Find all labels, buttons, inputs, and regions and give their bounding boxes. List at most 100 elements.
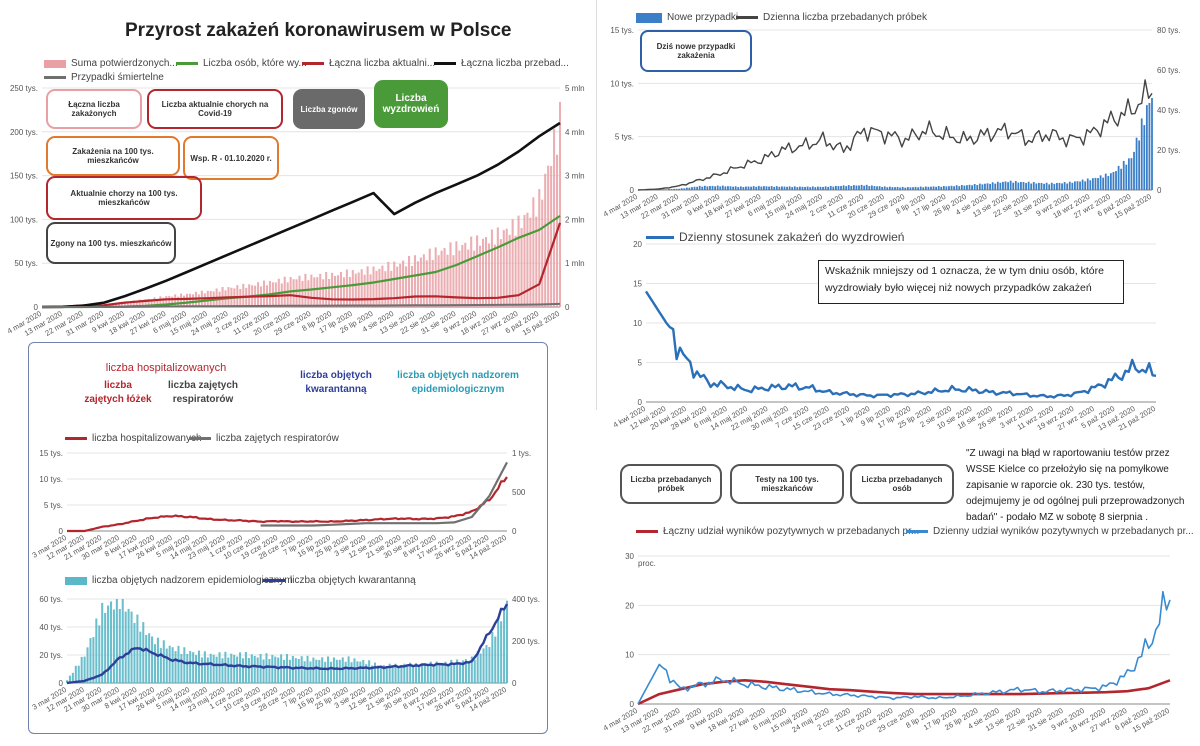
bar bbox=[130, 611, 133, 683]
bar bbox=[132, 300, 135, 307]
ratio-note: Wskaźnik mniejszy od 1 oznacza, że w tym… bbox=[818, 260, 1124, 304]
y-tick-label: 30 bbox=[625, 552, 634, 561]
legend-item-hospitalized[interactable]: liczba hospitalizowanych bbox=[65, 433, 202, 444]
y-right-tick-label: 500 bbox=[512, 488, 526, 497]
bar bbox=[98, 625, 101, 683]
bar bbox=[1066, 183, 1069, 190]
legend-item-quarantine[interactable]: liczba objętych kwarantanną bbox=[263, 575, 416, 586]
bar bbox=[1012, 182, 1015, 190]
bar bbox=[101, 602, 104, 683]
bar bbox=[405, 266, 408, 307]
bar bbox=[345, 269, 348, 307]
card-infections-per-100k[interactable]: Zakażenia na 100 tys. mieszkańców bbox=[46, 136, 180, 176]
bar bbox=[1109, 173, 1112, 190]
bar bbox=[1022, 182, 1025, 190]
bar bbox=[391, 667, 394, 683]
bar bbox=[665, 189, 668, 190]
bar bbox=[92, 637, 95, 683]
bar bbox=[1112, 171, 1115, 190]
bar bbox=[935, 186, 938, 190]
bar bbox=[904, 187, 907, 190]
y-right-tick-label: 0 bbox=[565, 303, 570, 312]
bar bbox=[662, 189, 665, 190]
bar bbox=[783, 186, 786, 190]
card-tests-samples[interactable]: Liczba przebadanych próbek bbox=[620, 464, 722, 504]
bar bbox=[423, 663, 426, 683]
y-tick-label: 0 bbox=[59, 527, 64, 536]
bar bbox=[1071, 182, 1074, 190]
bar bbox=[476, 235, 479, 307]
bar bbox=[397, 665, 400, 683]
legend-item-confirmed[interactable]: Suma potwierdzonych... bbox=[44, 58, 178, 69]
bar bbox=[384, 271, 387, 307]
y-right-tick-label: 40 tys. bbox=[1157, 106, 1181, 115]
card-deaths-per-100k[interactable]: Zgony na 100 tys. mieszkańców bbox=[46, 222, 176, 264]
bar bbox=[930, 186, 932, 190]
bar bbox=[441, 662, 444, 683]
legend-item-ratio[interactable]: Dzienny stosunek zakażeń do wyzdrowień bbox=[646, 230, 904, 244]
bar bbox=[112, 303, 115, 307]
legend-item-recovered[interactable]: Liczba osób, które wy... bbox=[176, 58, 307, 69]
card-active-cases[interactable]: Liczba aktualnie chorych na Covid-19 bbox=[147, 89, 283, 129]
y-right-tick-label: 4 mln bbox=[565, 128, 585, 137]
card-people-tested[interactable]: Liczba przebadanych osób bbox=[850, 464, 954, 504]
y-tick-label: 0 bbox=[59, 679, 64, 688]
bar bbox=[547, 165, 550, 307]
bar bbox=[760, 186, 763, 190]
legend-item-surveillance[interactable]: liczba objętych nadzorem epidemiologiczn… bbox=[65, 575, 293, 586]
bar bbox=[153, 644, 157, 683]
y-right-tick-label: 1 mln bbox=[565, 259, 585, 268]
positive-panel: Liczba przebadanych próbek Testy na 100 … bbox=[600, 440, 1200, 746]
card-total-infected[interactable]: Łączna liczba zakażonych bbox=[46, 89, 142, 129]
bar bbox=[1007, 182, 1009, 190]
bar bbox=[517, 215, 520, 307]
tests-note: "Z uwagi na błąd w raportowaniu testów p… bbox=[966, 448, 1185, 523]
card-new-cases-today[interactable]: Dziś nowe przypadki zakażenia bbox=[640, 30, 752, 72]
bar bbox=[984, 183, 986, 190]
card-recoveries[interactable]: Liczba wyzdrowień bbox=[374, 80, 448, 128]
bar bbox=[415, 663, 418, 683]
bar bbox=[1130, 158, 1133, 190]
bar bbox=[89, 638, 92, 683]
bar bbox=[331, 272, 334, 307]
card-tests-per-100k[interactable]: Testy na 100 tys. mieszkańców bbox=[730, 464, 844, 504]
legend-item-active[interactable]: Łączna liczba aktualni... bbox=[302, 58, 435, 69]
bar bbox=[271, 654, 274, 683]
bar bbox=[706, 186, 709, 190]
bar bbox=[227, 657, 230, 683]
card-r-factor[interactable]: Wsp. R - 01.10.2020 r. bbox=[183, 136, 279, 180]
legend-item-deaths[interactable]: Przypadki śmiertelne bbox=[44, 72, 164, 83]
legend-item-daily-positive[interactable]: Dzienny udział wyników pozytywnych w prz… bbox=[906, 526, 1194, 537]
bar bbox=[412, 666, 415, 683]
legend-item-new-cases[interactable]: Nowe przypadki bbox=[636, 12, 738, 23]
bar bbox=[203, 651, 206, 683]
card-active-per-100k[interactable]: Aktualnie chorzy na 100 tys. mieszkańców bbox=[46, 176, 202, 220]
bar bbox=[1048, 184, 1051, 190]
legend-item-total-positive[interactable]: Łączny udział wyników pozytywnych w prze… bbox=[636, 526, 919, 537]
bar bbox=[369, 274, 372, 307]
bar bbox=[362, 660, 365, 683]
bar bbox=[388, 663, 391, 683]
bar bbox=[840, 186, 842, 190]
bar bbox=[696, 186, 699, 190]
legend-item-tests[interactable]: Łączna liczba przebad... bbox=[434, 58, 569, 69]
bar bbox=[114, 303, 118, 307]
bar bbox=[71, 672, 74, 683]
bar bbox=[1107, 176, 1110, 190]
legend-item-daily-tests[interactable]: Dzienna liczba przebadanych próbek bbox=[736, 12, 927, 23]
bar bbox=[80, 656, 83, 683]
bar bbox=[1076, 181, 1079, 190]
bar bbox=[847, 185, 850, 190]
bar bbox=[714, 186, 716, 190]
bar bbox=[734, 186, 737, 190]
card-deaths[interactable]: Liczba zgonów bbox=[293, 89, 365, 129]
bar bbox=[262, 659, 265, 683]
bar bbox=[773, 186, 776, 190]
bar bbox=[253, 655, 256, 683]
legend-item-respirators[interactable]: liczba zajętych respiratorów bbox=[189, 433, 339, 444]
bar bbox=[701, 186, 704, 190]
bar bbox=[142, 622, 145, 683]
bar bbox=[450, 659, 453, 683]
series-line bbox=[637, 679, 1171, 706]
bar bbox=[1125, 164, 1128, 190]
